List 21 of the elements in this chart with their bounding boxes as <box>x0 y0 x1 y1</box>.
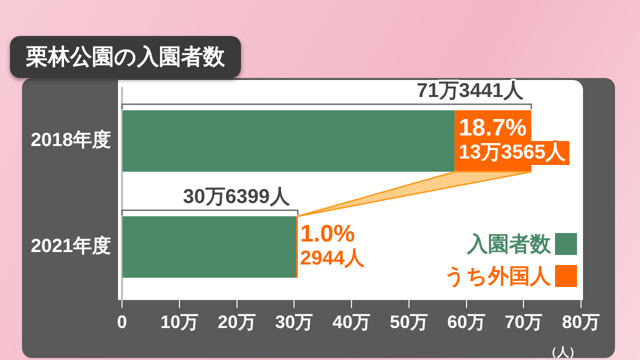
y-tick-label: 2018年度 <box>30 129 111 152</box>
annotation: 30万6399人 <box>183 186 291 208</box>
x-tick-label: 80万 <box>562 312 600 332</box>
x-tick-label: 0 <box>116 312 128 332</box>
x-tick-label: 20万 <box>218 312 256 332</box>
annotation: 71万3441人 <box>416 80 524 102</box>
x-tick-label: 40万 <box>332 312 371 332</box>
x-tick-label: 30万 <box>275 312 314 332</box>
x-axis-title: （人） <box>545 345 581 360</box>
x-tick-label: 70万 <box>504 312 543 332</box>
chart-title: 栗林公園の入園者数 <box>10 36 241 78</box>
x-tick-label: 50万 <box>390 312 428 332</box>
legend-label: 入園者数 <box>467 232 551 258</box>
annotation: 13万3565人 <box>458 142 566 164</box>
annotation: 18.7% <box>458 114 527 142</box>
annotation: 2944人 <box>300 248 366 270</box>
x-tick-label: 10万 <box>160 312 198 332</box>
annotation: 1.0% <box>300 220 355 248</box>
y-tick-label: 2021年度 <box>30 235 111 258</box>
legend-label: うち外国人 <box>444 264 551 290</box>
x-tick-label: 60万 <box>447 312 486 332</box>
